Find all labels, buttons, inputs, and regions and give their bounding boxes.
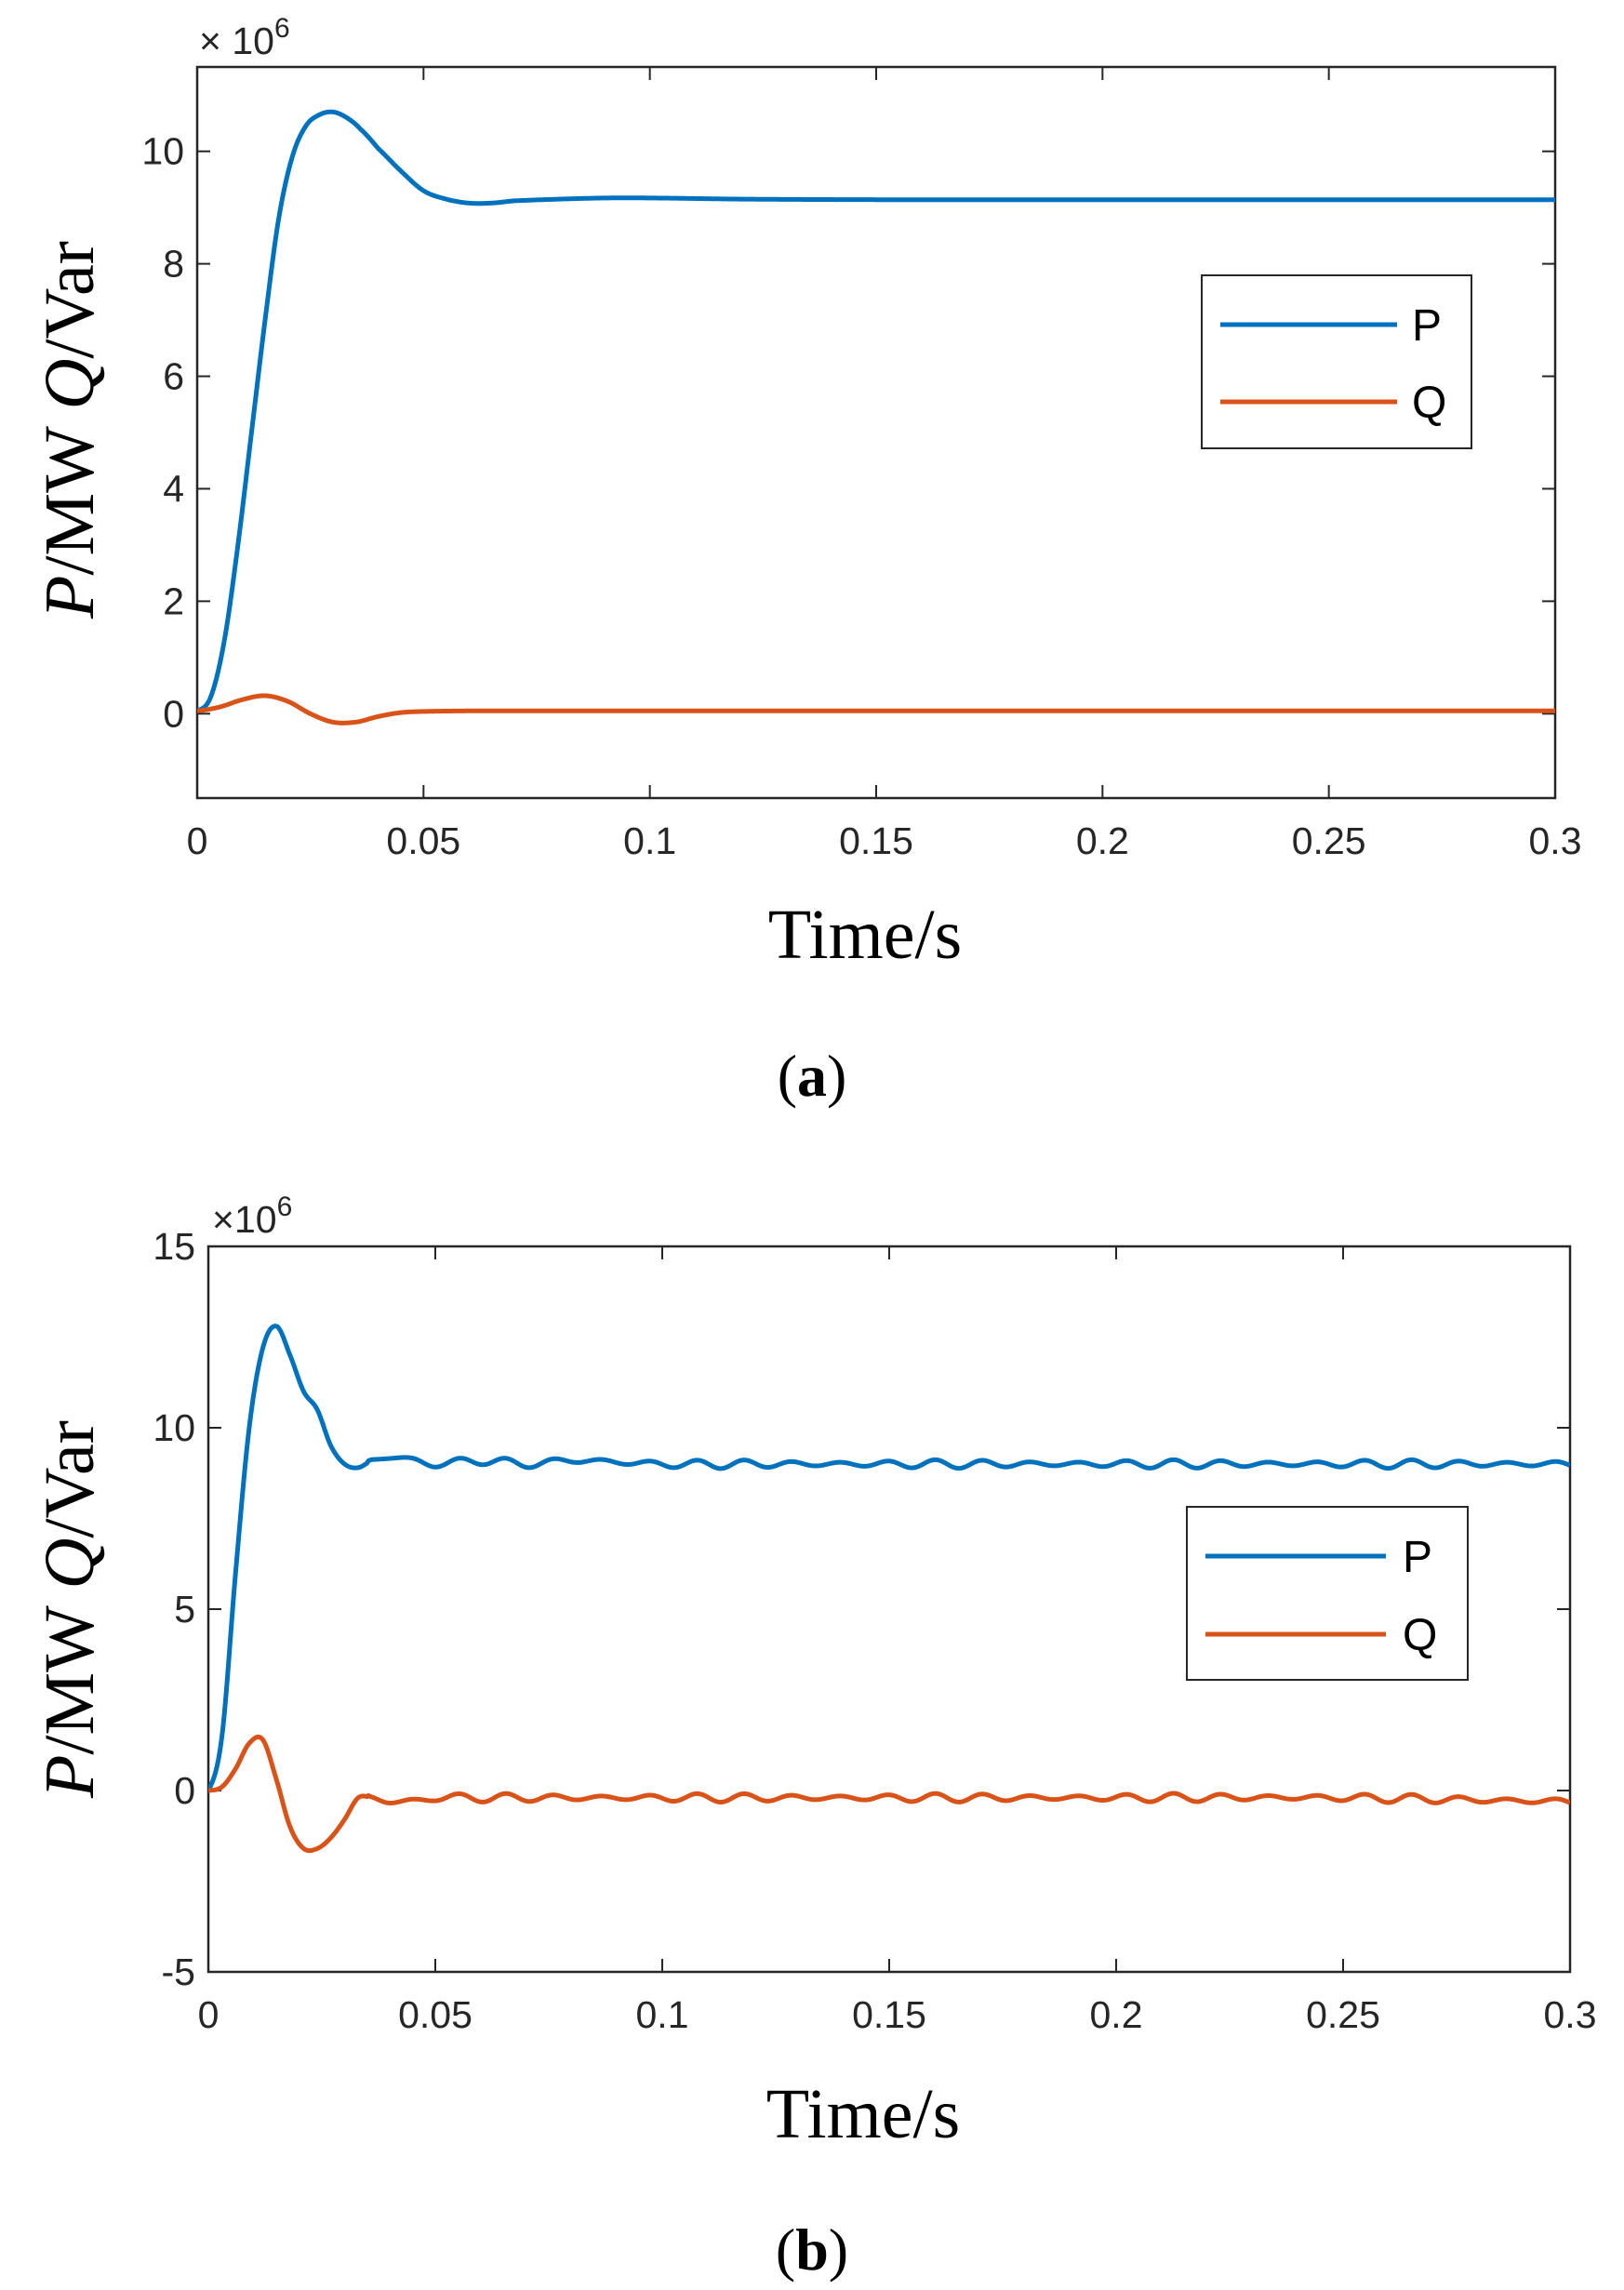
y-tick-labels-a: 0 2 4 6 8 10 xyxy=(141,130,184,736)
legend-label-p-b: P xyxy=(1403,1533,1432,1582)
x-tick-labels-b: 0 0.05 0.1 0.15 0.2 0.25 0.3 xyxy=(198,1993,1597,2036)
x-tick-label: 0.15 xyxy=(839,819,913,862)
plot-area-b xyxy=(208,1324,1570,1854)
x-tick-label: 0.1 xyxy=(636,1993,689,2036)
x-tick-label: 0 xyxy=(198,1993,220,2036)
x-tick-label: 0.3 xyxy=(1544,1993,1597,2036)
panel-a: 0 0.05 0.1 0.15 0.2 0.25 0.3 0 2 4 6 8 10 × 106 Tim… xyxy=(31,13,1582,1109)
x-tick-label: 0.25 xyxy=(1306,1993,1380,2036)
multiplier-b: ×106 xyxy=(212,1192,292,1241)
legend-box-b xyxy=(1186,1506,1469,1681)
series-line-p xyxy=(197,109,1555,713)
legend-label-p-a: P xyxy=(1412,301,1442,351)
x-tick-label: 0.15 xyxy=(852,1993,926,2036)
series-line-p xyxy=(208,1324,1570,1792)
x-tick-labels-a: 0 0.05 0.1 0.15 0.2 0.25 0.3 xyxy=(187,819,1582,862)
x-tick-label: 0.05 xyxy=(398,1993,473,2036)
y-tick-label: 10 xyxy=(153,1406,195,1449)
plot-area-a xyxy=(197,109,1555,726)
series-line-q xyxy=(208,1734,1570,1854)
caption-b: (b) xyxy=(776,2217,848,2283)
x-tick-label: 0.25 xyxy=(1292,819,1366,862)
x-axis-label-a: Time/s xyxy=(768,896,962,974)
legend-label-q-b: Q xyxy=(1403,1611,1437,1660)
y-axis-label-a: P/MW Q/Var xyxy=(31,241,109,619)
x-tick-label: 0 xyxy=(187,819,208,862)
y-tick-label: 0 xyxy=(163,692,184,735)
legend-label-q-a: Q xyxy=(1412,379,1446,428)
y-tick-label: 10 xyxy=(141,130,184,173)
legend-a: P Q xyxy=(1201,274,1472,449)
y-tick-label: 5 xyxy=(174,1588,195,1631)
x-tick-label: 0.2 xyxy=(1090,1993,1143,2036)
y-tick-label: 0 xyxy=(174,1769,195,1812)
tick-marks-b xyxy=(207,1245,1571,1973)
x-tick-label: 0.3 xyxy=(1529,819,1582,862)
x-tick-label: 0.05 xyxy=(386,819,460,862)
series-line-q xyxy=(197,693,1555,726)
x-tick-label: 0.2 xyxy=(1076,819,1129,862)
y-axis-label-b: P/MW Q/Var xyxy=(31,1420,109,1799)
y-tick-labels-b: -5 0 5 10 15 xyxy=(153,1225,195,1993)
y-tick-label: 15 xyxy=(153,1225,195,1268)
legend-b: P Q xyxy=(1186,1506,1469,1681)
legend-box-a xyxy=(1201,274,1472,449)
y-tick-label: 4 xyxy=(163,467,184,510)
y-tick-label: 8 xyxy=(163,243,184,286)
multiplier-a: × 106 xyxy=(199,13,290,62)
caption-a: (a) xyxy=(778,1043,847,1109)
y-tick-label: 2 xyxy=(163,579,184,622)
y-tick-label: 6 xyxy=(163,355,184,398)
x-tick-label: 0.1 xyxy=(623,819,676,862)
y-tick-label: -5 xyxy=(162,1950,195,1993)
tick-marks-a xyxy=(196,67,1556,798)
x-axis-label-b: Time/s xyxy=(766,2075,960,2153)
